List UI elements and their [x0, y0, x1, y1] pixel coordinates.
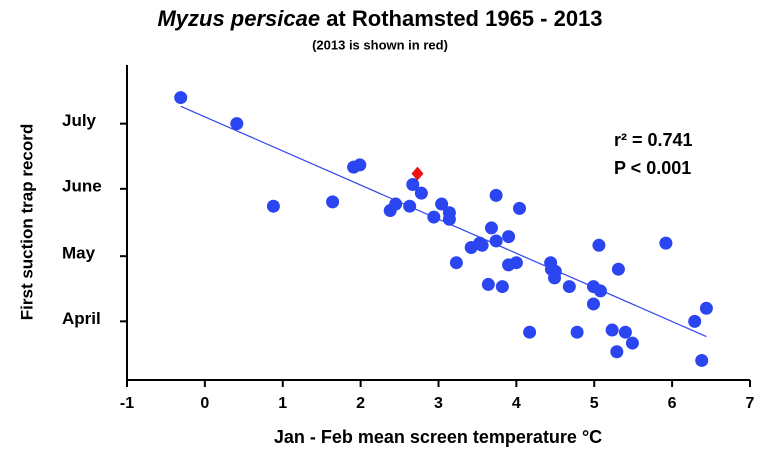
- point: [427, 210, 441, 224]
- point: [512, 201, 526, 215]
- point: [435, 197, 449, 211]
- title-species: Myzus persicae: [157, 6, 320, 31]
- y-tick-label: June: [62, 176, 102, 195]
- x-tick-label: -1: [120, 395, 134, 412]
- point: [570, 325, 584, 339]
- title-rest: at Rothamsted 1965 - 2013: [320, 6, 602, 31]
- x-axis-label: Jan - Feb mean screen temperature °C: [274, 427, 602, 447]
- point: [592, 238, 606, 252]
- x-tick-label: 4: [512, 395, 521, 412]
- point: [611, 262, 625, 276]
- point: [481, 277, 495, 291]
- annotation: r² = 0.741: [614, 130, 693, 150]
- point: [489, 234, 503, 248]
- point: [502, 230, 516, 244]
- point: [403, 199, 417, 213]
- point: [414, 186, 428, 200]
- point: [406, 177, 420, 191]
- x-tick-label: 1: [278, 395, 287, 412]
- point: [593, 284, 607, 298]
- point: [230, 117, 244, 131]
- point: [442, 212, 456, 226]
- x-tick-label: 7: [746, 395, 755, 412]
- point: [562, 280, 576, 294]
- point: [688, 314, 702, 328]
- point: [475, 238, 489, 252]
- point: [695, 353, 709, 367]
- x-tick-label: 0: [200, 395, 209, 412]
- point: [326, 195, 340, 209]
- point: [389, 197, 403, 211]
- x-tick-label: 2: [356, 395, 365, 412]
- point: [484, 221, 498, 235]
- y-tick-label: July: [62, 111, 97, 130]
- point: [495, 280, 509, 294]
- point: [523, 325, 537, 339]
- point: [548, 264, 562, 278]
- point: [625, 336, 639, 350]
- y-axis-label: First suction trap record: [17, 124, 36, 320]
- point: [266, 199, 280, 213]
- chart-subtitle: (2013 is shown in red): [312, 37, 448, 52]
- point: [353, 158, 367, 172]
- point: [610, 345, 624, 359]
- point: [699, 301, 713, 315]
- point: [489, 188, 503, 202]
- point: [174, 91, 188, 105]
- point: [605, 323, 619, 337]
- x-tick-label: 6: [668, 395, 677, 412]
- point: [586, 297, 600, 311]
- point: [509, 256, 523, 270]
- y-tick-label: April: [62, 309, 101, 328]
- point: [659, 236, 673, 250]
- point: [411, 166, 424, 181]
- point: [618, 325, 632, 339]
- point: [449, 256, 463, 270]
- x-tick-label: 5: [590, 395, 599, 412]
- chart-title: Myzus persicae at Rothamsted 1965 - 2013: [157, 6, 602, 31]
- annotation: P < 0.001: [614, 158, 691, 178]
- y-tick-label: May: [62, 244, 96, 263]
- x-tick-label: 3: [434, 395, 443, 412]
